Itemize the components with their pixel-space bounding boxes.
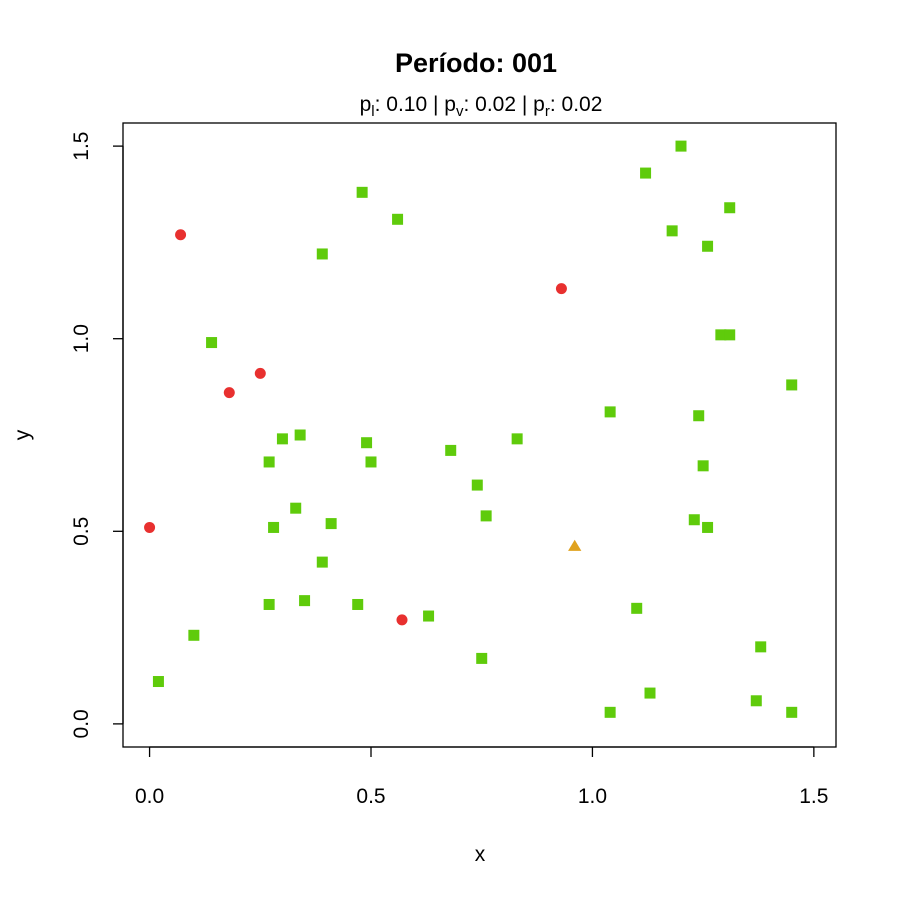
point-square bbox=[693, 410, 705, 422]
subtitle-subscript: l bbox=[371, 103, 374, 120]
point-square bbox=[750, 695, 762, 707]
point-square bbox=[480, 510, 492, 522]
point-square bbox=[755, 641, 767, 653]
point-square bbox=[263, 598, 275, 610]
point-square bbox=[702, 240, 714, 252]
point-square bbox=[724, 202, 736, 214]
point-square bbox=[352, 598, 364, 610]
point-square bbox=[325, 518, 337, 530]
x-tick-label: 0.5 bbox=[356, 785, 385, 808]
subtitle-value: : 0.02 bbox=[550, 93, 603, 116]
point-square bbox=[263, 456, 275, 468]
y-axis-label: y bbox=[11, 429, 34, 440]
y-tick-label: 0.5 bbox=[70, 517, 93, 546]
point-square bbox=[152, 676, 164, 688]
y-axis: 0.0 0.5 1.0 1.5 bbox=[70, 132, 124, 738]
y-tick-label: 0.0 bbox=[70, 709, 93, 738]
point-square bbox=[423, 610, 435, 622]
subtitle-value: : 0.02 bbox=[463, 93, 516, 116]
point-square bbox=[290, 502, 302, 514]
data-points bbox=[144, 140, 798, 718]
chart-title: Período: 001 bbox=[395, 48, 557, 78]
subtitle-subscript: v bbox=[456, 103, 464, 120]
subtitle-symbol: p bbox=[360, 93, 372, 116]
point-square bbox=[511, 433, 523, 445]
point-square bbox=[392, 213, 404, 225]
point-square bbox=[724, 329, 736, 341]
point-square bbox=[361, 437, 373, 449]
x-tick-label: 0.0 bbox=[135, 785, 164, 808]
point-square bbox=[316, 248, 328, 260]
point-circle bbox=[555, 283, 567, 295]
subtitle-subscript: r bbox=[545, 103, 550, 120]
point-circle bbox=[254, 367, 266, 379]
point-circle bbox=[175, 229, 187, 241]
point-square bbox=[476, 652, 488, 664]
point-square bbox=[445, 444, 457, 456]
point-square bbox=[786, 706, 798, 718]
point-square bbox=[206, 337, 218, 349]
subtitle-symbol: p bbox=[444, 93, 456, 116]
point-circle bbox=[396, 614, 408, 626]
subtitle-symbol: p bbox=[533, 93, 545, 116]
point-square bbox=[702, 521, 714, 533]
point-square bbox=[365, 456, 377, 468]
subtitle-separator: | bbox=[516, 93, 533, 116]
point-square bbox=[356, 186, 368, 198]
point-circle bbox=[144, 521, 156, 533]
point-square bbox=[644, 687, 656, 699]
point-square bbox=[786, 379, 798, 391]
x-axis: 0.0 0.5 1.0 1.5 bbox=[135, 746, 828, 808]
point-circle bbox=[223, 387, 235, 399]
subtitle-value: : 0.10 bbox=[375, 93, 428, 116]
point-square bbox=[697, 460, 709, 472]
y-tick-label: 1.0 bbox=[70, 324, 93, 353]
x-axis-label: x bbox=[475, 843, 486, 866]
point-square bbox=[604, 706, 616, 718]
point-square bbox=[715, 329, 727, 341]
point-square bbox=[276, 433, 288, 445]
point-square bbox=[471, 479, 483, 491]
point-triangle bbox=[568, 539, 582, 551]
chart-subtitle: pl: 0.10 | pv: 0.02 | pr: 0.02 bbox=[360, 93, 603, 120]
point-square bbox=[675, 140, 687, 152]
point-square bbox=[316, 556, 328, 568]
x-tick-label: 1.0 bbox=[578, 785, 607, 808]
subtitle-separator: | bbox=[427, 93, 444, 116]
point-square bbox=[666, 225, 678, 237]
x-tick-label: 1.5 bbox=[799, 785, 828, 808]
point-square bbox=[299, 595, 311, 607]
point-square bbox=[294, 429, 306, 441]
point-square bbox=[640, 167, 652, 179]
point-square bbox=[631, 602, 643, 614]
y-tick-label: 1.5 bbox=[70, 132, 93, 161]
point-square bbox=[688, 514, 700, 526]
point-square bbox=[268, 521, 280, 533]
point-square bbox=[188, 629, 200, 641]
point-square bbox=[604, 406, 616, 418]
